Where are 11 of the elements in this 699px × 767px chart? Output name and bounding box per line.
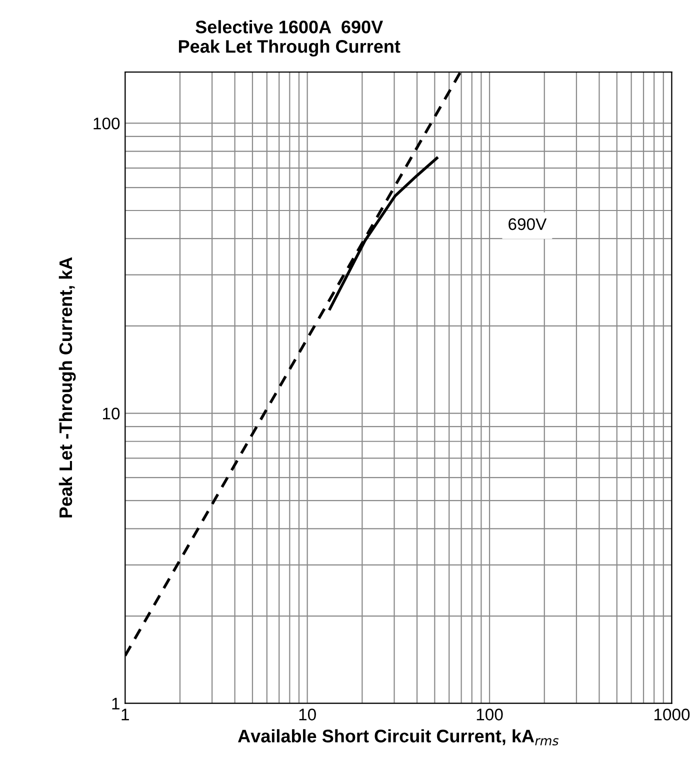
- y-tick-label: 100: [94, 118, 120, 130]
- y-tick-label: 10: [102, 408, 120, 420]
- y-axis-title: Peak Let -Through Current, kA: [58, 257, 76, 518]
- x-axis-title: Available Short Circuit Current, kA$_{rms}$: [238, 729, 559, 746]
- annotation: 690V: [508, 218, 547, 230]
- x-tick-label: 1: [122, 708, 129, 720]
- x-tick-label: 10: [299, 708, 316, 720]
- x-tick-label: 1000: [654, 708, 690, 720]
- x-tick-label: 100: [476, 708, 503, 720]
- y-tick-label: 1: [112, 698, 120, 710]
- chart-title: Selective 1600A 690V Peak Let Through Current: [178, 20, 400, 56]
